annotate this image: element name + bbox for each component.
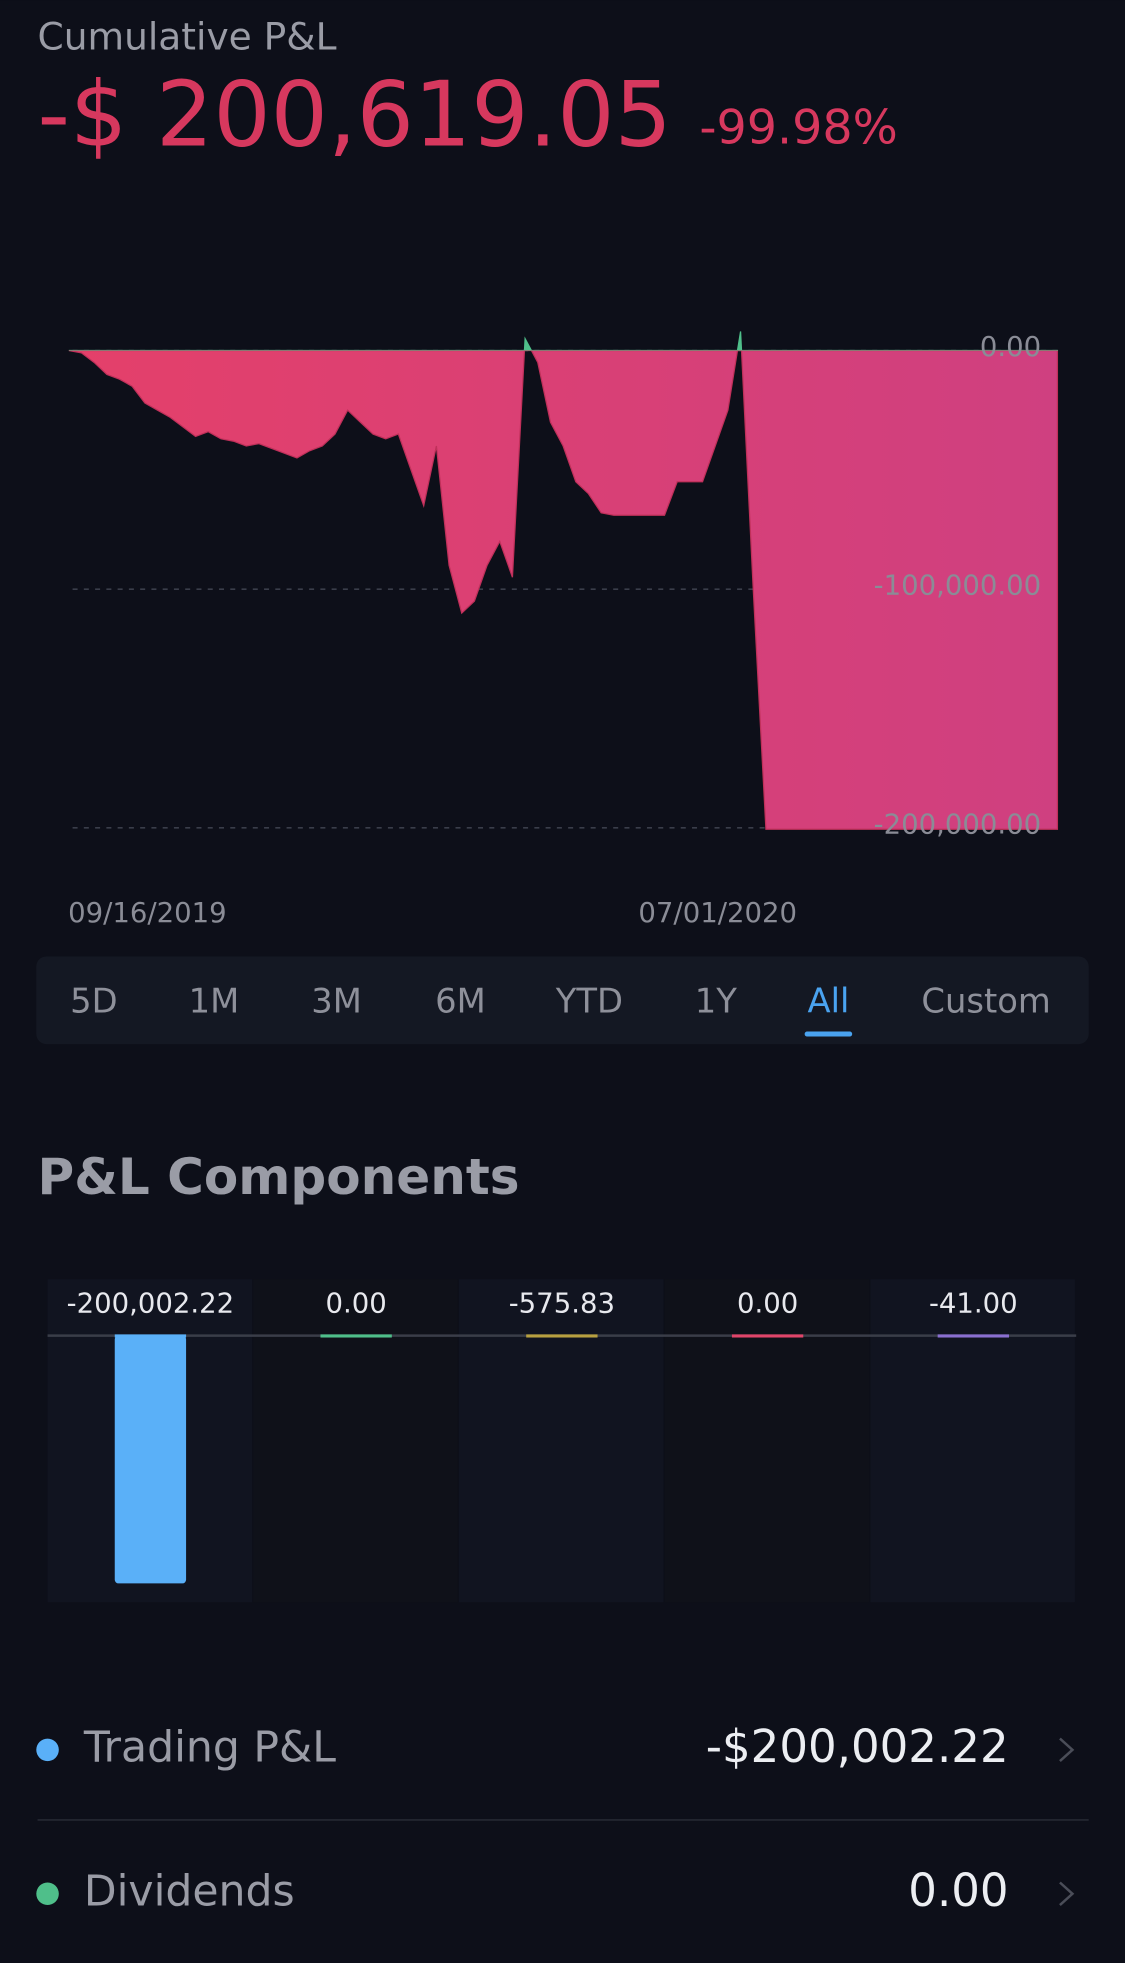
range-tab[interactable]: 1Y (695, 981, 737, 1020)
component-value: -$200,002.22 (706, 1720, 1009, 1773)
area-negative (68, 350, 1059, 830)
chevron (1059, 1737, 1075, 1763)
column-background (253, 1279, 458, 1603)
range-tab-bar (36, 956, 1089, 1045)
range-tab[interactable]: 1M (189, 981, 240, 1020)
range-tab[interactable]: YTD (555, 981, 623, 1020)
bar-value-label: 0.00 (326, 1287, 387, 1319)
bar (526, 1335, 598, 1337)
total-value: -$ 200,619.05 (38, 62, 672, 167)
bar-value-label: -200,002.22 (67, 1287, 234, 1319)
legend-dot (36, 1738, 59, 1762)
y-tick-label: -200,000.00 (874, 808, 1041, 840)
change-percent: -99.98% (699, 101, 897, 156)
bar-value-label: -41.00 (929, 1287, 1018, 1319)
component-row[interactable]: Dividends 0.00 (36, 1864, 1075, 1917)
bar-cap (320, 1334, 392, 1338)
component-name: Dividends (84, 1867, 295, 1916)
y-tick-label: 0.00 (980, 331, 1041, 363)
x-tick-label: 09/16/2019 (68, 897, 227, 929)
column-background (459, 1279, 664, 1603)
range-tab[interactable]: 5D (70, 981, 117, 1020)
bar-cap (731, 1334, 804, 1338)
bar-cap (937, 1334, 1009, 1338)
component-value: 0.00 (908, 1864, 1008, 1917)
x-tick-label: 07/01/2020 (638, 897, 797, 929)
column-background (664, 1279, 870, 1603)
bar-value-label: -575.83 (509, 1287, 615, 1319)
component-row[interactable]: Trading P&L -$200,002.22 (36, 1720, 1075, 1773)
range-tab[interactable]: All (807, 981, 849, 1020)
range-tab[interactable]: 3M (311, 981, 362, 1020)
bar-value-label: 0.00 (737, 1287, 798, 1319)
bar (114, 1335, 187, 1584)
tab-underline (804, 1031, 853, 1037)
y-tick-label: -100,000.00 (874, 570, 1041, 602)
component-name: Trading P&L (83, 1723, 336, 1772)
range-tab[interactable]: Custom (921, 981, 1050, 1020)
chevron (1059, 1881, 1075, 1906)
column-background (870, 1279, 1075, 1603)
legend-dot (36, 1882, 59, 1906)
section-title: P&L Components (38, 1148, 520, 1206)
range-tab[interactable]: 6M (435, 981, 486, 1020)
title: Cumulative P&L (38, 15, 337, 59)
